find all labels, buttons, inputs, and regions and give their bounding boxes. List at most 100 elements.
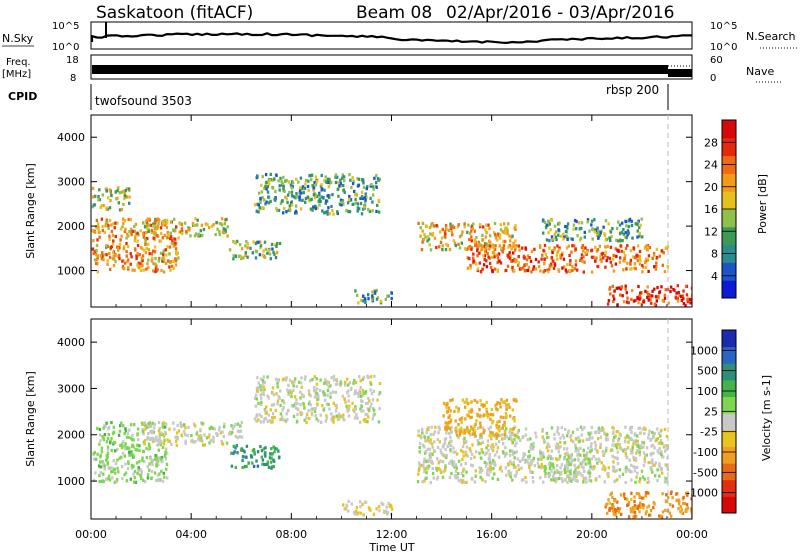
- data-cell: [271, 391, 274, 395]
- data-cell: [665, 499, 668, 504]
- data-cell: [500, 246, 503, 250]
- data-cell: [146, 217, 149, 221]
- data-cell: [305, 416, 308, 420]
- data-cell: [460, 463, 463, 467]
- data-cell: [112, 430, 115, 434]
- data-cell: [566, 461, 569, 465]
- data-cell: [574, 263, 578, 267]
- data-cell: [590, 457, 594, 461]
- data-cell: [473, 238, 476, 242]
- data-cell: [539, 451, 542, 455]
- data-cell: [586, 220, 589, 224]
- data-cell: [222, 227, 225, 231]
- data-cell: [490, 407, 493, 411]
- data-cell: [491, 270, 494, 274]
- data-cell: [509, 427, 512, 431]
- x-axis: 00:00 04:00 08:00 12:00 16:00 20:00 00:00: [75, 115, 708, 541]
- data-cell: [574, 468, 577, 472]
- data-cell: [170, 241, 173, 245]
- data-cell: [466, 230, 469, 234]
- data-cell: [629, 267, 632, 271]
- data-cell: [648, 293, 651, 297]
- data-cell: [240, 247, 244, 251]
- data-cell: [347, 414, 351, 418]
- data-cell: [647, 461, 650, 465]
- data-cell: [581, 474, 584, 478]
- data-cell: [449, 440, 453, 444]
- data-cell: [614, 434, 617, 438]
- data-cell: [105, 421, 108, 425]
- data-cell: [596, 231, 599, 235]
- data-cell: [346, 409, 349, 414]
- data-cell: [474, 434, 477, 438]
- data-cell: [363, 205, 366, 209]
- data-cell: [275, 244, 278, 248]
- data-cell: [202, 443, 205, 447]
- data-cell: [476, 439, 480, 443]
- data-cell: [312, 186, 316, 190]
- data-cell: [445, 227, 449, 232]
- data-cell: [464, 417, 467, 421]
- freq-label: Freq.: [6, 57, 31, 68]
- data-cell: [509, 449, 512, 453]
- data-cell: [466, 429, 469, 433]
- data-cell: [262, 393, 266, 397]
- data-cell: [117, 470, 120, 474]
- data-cell: [577, 466, 580, 470]
- data-cell: [262, 420, 265, 424]
- data-cell: [602, 453, 605, 457]
- data-cell: [184, 426, 187, 430]
- data-cell: [614, 513, 618, 517]
- data-cell: [511, 408, 514, 412]
- data-cell: [571, 430, 575, 434]
- data-cell: [539, 244, 542, 248]
- data-cell: [428, 243, 431, 247]
- data-cell: [544, 474, 547, 478]
- data-cell: [255, 413, 259, 417]
- data-cell: [330, 412, 333, 416]
- data-cell: [604, 250, 607, 254]
- data-cell: [444, 427, 447, 431]
- data-cell: [260, 396, 263, 400]
- data-cell: [636, 504, 639, 508]
- data-cell: [328, 195, 331, 200]
- data-cell: [288, 204, 291, 208]
- data-cell: [202, 227, 206, 232]
- data-cell: [158, 472, 161, 476]
- data-cell: [630, 451, 633, 455]
- data-cell: [465, 470, 468, 474]
- data-cell: [98, 442, 101, 446]
- data-cell: [99, 471, 102, 475]
- data-cell: [118, 429, 122, 433]
- data-cell: [142, 234, 146, 238]
- data-cell: [108, 255, 112, 259]
- data-cell: [690, 293, 692, 297]
- data-cell: [543, 440, 546, 444]
- data-cell: [351, 202, 354, 206]
- data-cell: [115, 477, 119, 482]
- data-cell: [313, 395, 317, 399]
- data-cell: [566, 480, 569, 484]
- data-cell: [646, 476, 650, 480]
- data-cell: [507, 222, 510, 226]
- data-cell: [367, 396, 370, 400]
- data-cell: [145, 246, 148, 250]
- data-cell: [199, 434, 202, 438]
- data-cell: [166, 438, 169, 442]
- data-cell: [566, 434, 569, 438]
- data-cell: [513, 268, 516, 273]
- data-cell: [146, 236, 149, 241]
- data-cell: [273, 450, 276, 454]
- data-cell: [104, 424, 107, 428]
- data-cell: [96, 254, 99, 258]
- data-cell: [479, 433, 482, 437]
- data-cell: [332, 401, 335, 405]
- data-cell: [450, 225, 454, 229]
- data-cell: [196, 218, 199, 222]
- data-cell: [549, 262, 553, 266]
- data-cell: [552, 237, 555, 241]
- data-cell: [143, 225, 147, 229]
- data-cell: [491, 419, 495, 423]
- data-cell: [129, 477, 132, 481]
- data-cell: [95, 218, 99, 222]
